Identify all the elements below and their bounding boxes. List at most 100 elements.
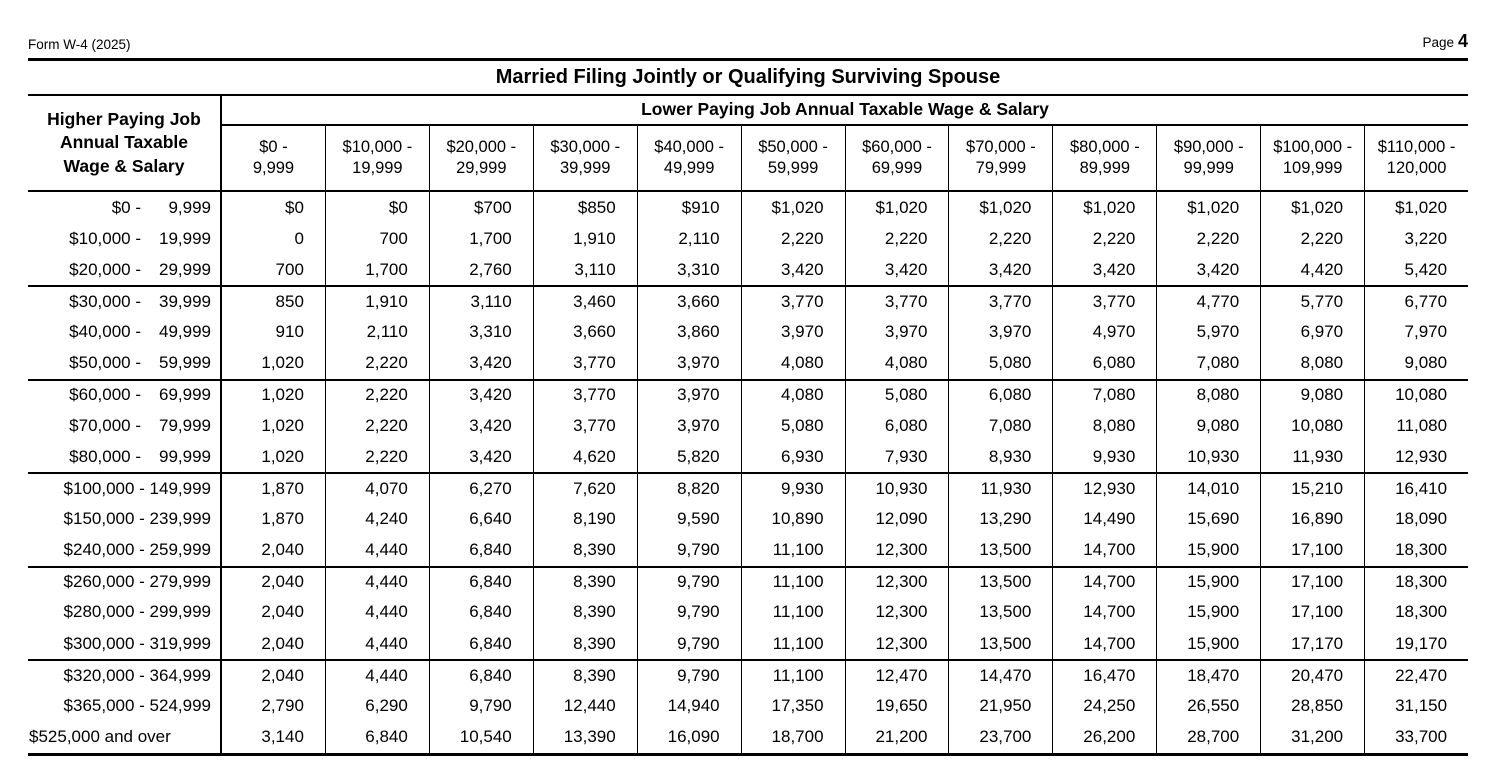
table-cell: 11,080: [1364, 409, 1468, 442]
page-number-value: 4: [1457, 31, 1468, 51]
table-cell: 850: [275, 291, 304, 311]
table-cell: 1,910: [324, 287, 429, 317]
column-header: $20,000 -29,999: [428, 126, 533, 190]
table-cell: 9,790: [636, 627, 741, 660]
table-cell: 4,620: [532, 441, 637, 473]
table-cell: 16,090: [636, 721, 741, 753]
table-cell: 8,820: [636, 474, 741, 504]
table-cell: 4,440: [324, 534, 429, 566]
table-cell: 3,110: [532, 254, 637, 286]
table-row: $70,000 -79,999 1,020 2,220 3,420 3,770 3,970…: [28, 409, 1468, 442]
table-cell: 11,100: [740, 661, 845, 691]
table-cell: 4,240: [324, 503, 429, 535]
table-cell: 3,770: [532, 409, 637, 442]
table-cell: 14,700: [1052, 534, 1156, 566]
column-header: $30,000 -39,999: [532, 126, 637, 190]
table-cell: 3,220: [1364, 223, 1468, 255]
table-row: $30,000 -39,999 850 1,910 3,110 3,460 3,660 3,…: [28, 285, 1468, 317]
table-cell: 2,220: [324, 380, 429, 410]
table-cell: 12,930: [1364, 441, 1468, 473]
table-cell: 6,930: [740, 441, 845, 473]
table-cell: 11,100: [740, 596, 845, 628]
table-cell: 3,420: [428, 347, 533, 379]
table-cell: 11,930: [948, 474, 1052, 504]
table-cell: 0: [294, 228, 304, 248]
table-cell: 2,040: [261, 602, 304, 622]
table-cell: 9,790: [428, 690, 533, 722]
table-cell: 2,220: [948, 223, 1052, 255]
table-cell: 5,080: [844, 380, 949, 410]
column-header: $10,000 -19,999: [324, 126, 429, 190]
table-cell: 18,300: [1364, 567, 1468, 597]
table-cell: 3,770: [532, 347, 637, 379]
table-cell: 3,770: [948, 287, 1052, 317]
table-cell: 2,220: [324, 441, 429, 473]
table-cell: 910: [275, 322, 304, 342]
row-label: $150,000 - 239,999: [28, 503, 222, 535]
table-cell: 8,080: [1052, 409, 1156, 442]
table-cell: 3,970: [636, 409, 741, 442]
table-cell: 7,080: [1156, 347, 1260, 379]
table-cell: $1,020: [948, 192, 1052, 224]
table-cell: 9,790: [636, 596, 741, 628]
row-label: $80,000 -99,999: [28, 441, 222, 473]
table-cell: 700: [275, 259, 304, 279]
table-cell: 3,420: [948, 254, 1052, 286]
table-cell: 19,650: [844, 690, 949, 722]
row-label: $0 -9,999: [28, 192, 222, 224]
column-header: $100,000 -109,999: [1260, 126, 1364, 190]
row-label: $260,000 - 279,999: [28, 567, 222, 597]
table-cell: 9,930: [1052, 441, 1156, 473]
table-cell: $1,020: [1052, 192, 1156, 224]
column-header: $60,000 -69,999: [844, 126, 949, 190]
table-cell: 15,900: [1156, 534, 1260, 566]
table-cell: 11,100: [740, 567, 845, 597]
table-cell: 1,020: [261, 415, 304, 435]
table-cell: 8,080: [1156, 380, 1260, 410]
table-cell: 4,080: [844, 347, 949, 379]
higher-paying-job-header: Higher Paying Job Annual Taxable Wage & Sa…: [28, 96, 222, 190]
table-row: $525,000 and over 3,140 6,840 10,540 13,390 1…: [28, 721, 1468, 753]
table-cell: 12,300: [844, 596, 949, 628]
table-cell: 5,080: [740, 409, 845, 442]
table-cell: 2,220: [324, 409, 429, 442]
table-cell: 3,770: [740, 287, 845, 317]
form-id: Form W-4 (2025): [28, 37, 131, 52]
table-cell: 10,540: [428, 721, 533, 753]
table-cell: 8,080: [1260, 347, 1364, 379]
table-row: $20,000 -29,999 700 1,700 2,760 3,110 3,310 3,…: [28, 254, 1468, 286]
table-cell: 28,700: [1156, 721, 1260, 753]
table-cell: 9,790: [636, 534, 741, 566]
table-cell: 10,080: [1260, 409, 1364, 442]
table-cell: 17,100: [1260, 534, 1364, 566]
table-cell: 6,270: [428, 474, 533, 504]
table-cell: 1,870: [261, 508, 304, 528]
row-label: $40,000 -49,999: [28, 316, 222, 348]
table-row: $300,000 - 319,999 2,040 4,440 6,840 8,390 9,…: [28, 627, 1468, 660]
table-cell: 12,090: [844, 503, 949, 535]
table-row: $40,000 -49,999 910 2,110 3,310 3,660 3,860 3,…: [28, 316, 1468, 348]
table-cell: 17,170: [1260, 627, 1364, 660]
table-cell: 4,080: [740, 347, 845, 379]
table-cell: 12,300: [844, 627, 949, 660]
table-cell: 9,790: [636, 661, 741, 691]
table-cell: 6,840: [428, 596, 533, 628]
table-header: Higher Paying Job Annual Taxable Wage & Sa…: [28, 96, 1468, 192]
header-rule: [28, 58, 1468, 61]
table-cell: 12,440: [532, 690, 637, 722]
table-cell: 3,770: [532, 380, 637, 410]
table-cell: 15,690: [1156, 503, 1260, 535]
table-cell: 18,090: [1364, 503, 1468, 535]
table-cell: 3,660: [636, 287, 741, 317]
table-cell: 2,760: [428, 254, 533, 286]
table-cell: 13,290: [948, 503, 1052, 535]
table-cell: 31,200: [1260, 721, 1364, 753]
table-cell: 12,470: [844, 661, 949, 691]
table-cell: 17,100: [1260, 567, 1364, 597]
table-cell: 18,470: [1156, 661, 1260, 691]
corner-header-line: Higher Paying Job: [47, 109, 201, 130]
table-cell: 19,170: [1364, 627, 1468, 660]
table-cell: 3,420: [844, 254, 949, 286]
table-cell: 15,210: [1260, 474, 1364, 504]
row-label: $70,000 -79,999: [28, 409, 222, 442]
